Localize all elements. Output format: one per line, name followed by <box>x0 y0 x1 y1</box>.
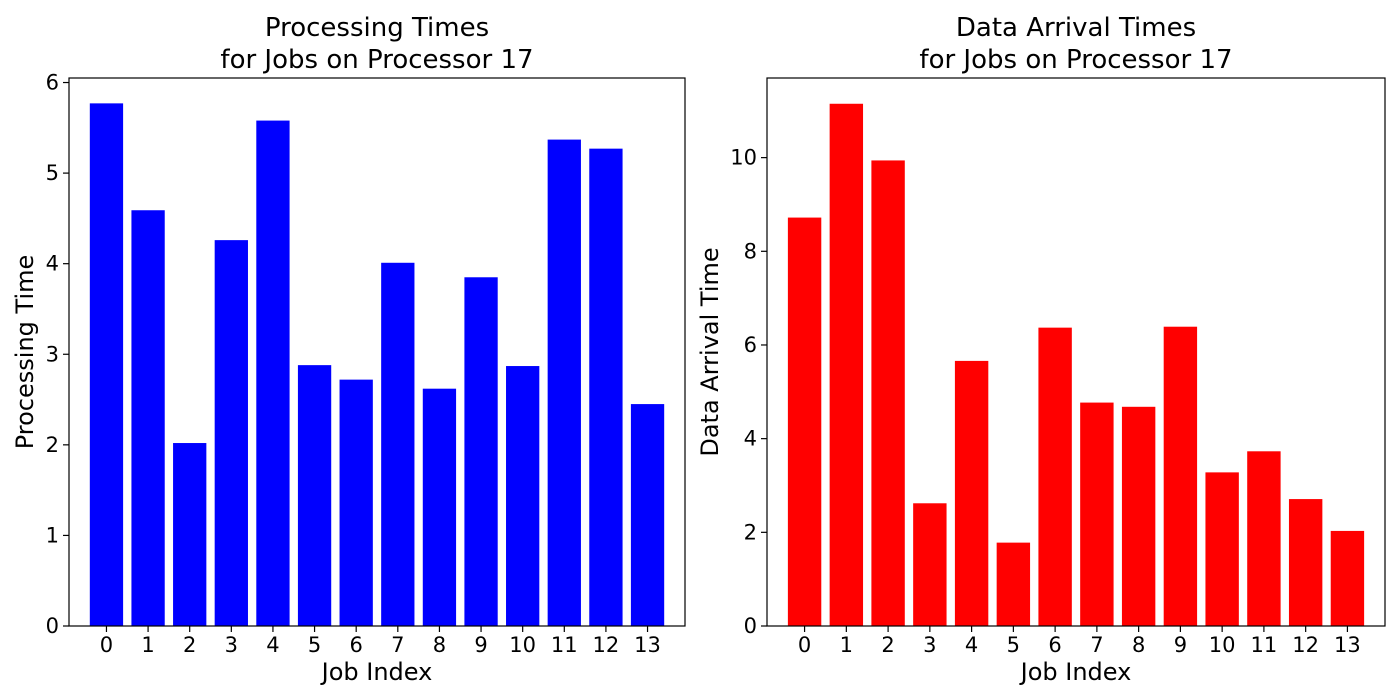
plot-frame <box>68 77 686 627</box>
y-axis-label: Processing Time <box>11 255 39 450</box>
x-tick-label: 2 <box>881 633 894 657</box>
x-tick-label: 11 <box>1251 633 1278 657</box>
x-axis-ticks: 0 1 2 3 4 5 6 7 8 9 10 11 12 13 <box>798 626 1361 657</box>
bar-job-13 <box>1330 530 1365 626</box>
bar-job-12 <box>1288 499 1323 626</box>
bar-job-0 <box>89 103 124 626</box>
y-tick-label: 4 <box>46 252 59 276</box>
bar-job-1 <box>131 210 165 626</box>
y-tick-label: 0 <box>744 614 757 638</box>
y-tick-label: 2 <box>46 433 59 457</box>
bar-job-2 <box>173 443 207 626</box>
y-axis-label: Data Arrival Time <box>696 247 724 456</box>
chart-title-line-1: Processing Times <box>265 13 489 43</box>
y-axis-ticks: 0 1 2 3 4 5 6 <box>46 71 69 638</box>
bar-job-6 <box>339 379 373 626</box>
bar-job-4 <box>256 120 290 626</box>
x-tick-label: 8 <box>1132 633 1145 657</box>
bar-job-9 <box>1163 326 1198 626</box>
x-tick-label: 9 <box>1174 633 1187 657</box>
x-axis-ticks: 0 1 2 3 4 5 6 7 8 9 10 11 12 13 <box>100 626 661 657</box>
y-tick-label: 4 <box>744 427 757 451</box>
bar-job-5 <box>996 542 1031 626</box>
x-tick-label: 2 <box>183 633 196 657</box>
y-tick-label: 0 <box>46 614 59 638</box>
bar-job-1 <box>829 103 864 626</box>
x-tick-label: 5 <box>1007 633 1020 657</box>
y-tick-label: 6 <box>46 71 59 95</box>
x-tick-label: 12 <box>593 633 620 657</box>
x-tick-label: 0 <box>798 633 811 657</box>
x-tick-label: 10 <box>1209 633 1236 657</box>
x-tick-label: 3 <box>225 633 238 657</box>
x-tick-label: 13 <box>634 633 661 657</box>
chart-title-line-2: for Jobs on Processor 17 <box>919 45 1232 75</box>
x-tick-label: 8 <box>433 633 446 657</box>
bar-job-4 <box>954 360 989 626</box>
x-tick-label: 7 <box>1090 633 1103 657</box>
bar-job-0 <box>787 217 822 627</box>
bar-job-13 <box>630 404 665 626</box>
x-tick-label: 12 <box>1292 633 1319 657</box>
x-tick-label: 1 <box>141 633 154 657</box>
bar-job-7 <box>381 262 415 626</box>
bar-job-12 <box>589 148 623 626</box>
x-tick-label: 9 <box>474 633 487 657</box>
y-tick-label: 8 <box>744 239 757 263</box>
bar-job-5 <box>297 365 332 626</box>
bar-job-7 <box>1080 402 1114 626</box>
x-tick-label: 13 <box>1334 633 1361 657</box>
y-tick-label: 10 <box>730 146 757 170</box>
bar-job-6 <box>1038 327 1072 626</box>
x-tick-label: 5 <box>308 633 321 657</box>
x-tick-label: 0 <box>100 633 113 657</box>
x-tick-label: 7 <box>391 633 404 657</box>
bar-job-10 <box>506 366 540 626</box>
y-tick-label: 3 <box>46 342 59 366</box>
bar-job-11 <box>547 139 581 626</box>
chart-processing-times: Processing Times for Jobs on Processor 1… <box>11 13 686 686</box>
x-tick-label: 11 <box>551 633 578 657</box>
x-tick-label: 3 <box>923 633 936 657</box>
x-tick-label: 4 <box>965 633 978 657</box>
bar-job-10 <box>1205 472 1239 626</box>
x-tick-label: 6 <box>350 633 363 657</box>
y-tick-label: 5 <box>46 161 59 185</box>
chart-title-line-1: Data Arrival Times <box>956 13 1196 43</box>
x-axis-label: Job Index <box>1019 658 1132 686</box>
chart-data-arrival-times: Data Arrival Times for Jobs on Processor… <box>696 13 1386 686</box>
x-axis-label: Job Index <box>320 658 433 686</box>
x-tick-label: 10 <box>509 633 536 657</box>
bar-job-9 <box>464 277 498 626</box>
y-tick-label: 6 <box>744 333 757 357</box>
bar-job-8 <box>1121 406 1156 626</box>
bar-job-3 <box>913 503 947 626</box>
bar-job-8 <box>422 388 457 626</box>
bar-job-11 <box>1247 451 1281 626</box>
x-tick-label: 6 <box>1048 633 1061 657</box>
bar-group <box>89 103 665 626</box>
x-tick-label: 4 <box>266 633 279 657</box>
plot-frame <box>766 77 1386 627</box>
chart-title-line-2: for Jobs on Processor 17 <box>220 45 533 75</box>
bar-job-3 <box>214 240 248 626</box>
bar-job-2 <box>871 160 905 626</box>
x-tick-label: 1 <box>840 633 853 657</box>
bar-group <box>787 103 1365 627</box>
y-axis-ticks: 0 2 4 6 8 10 <box>730 146 767 638</box>
y-tick-label: 1 <box>46 523 59 547</box>
y-tick-label: 2 <box>744 520 757 544</box>
